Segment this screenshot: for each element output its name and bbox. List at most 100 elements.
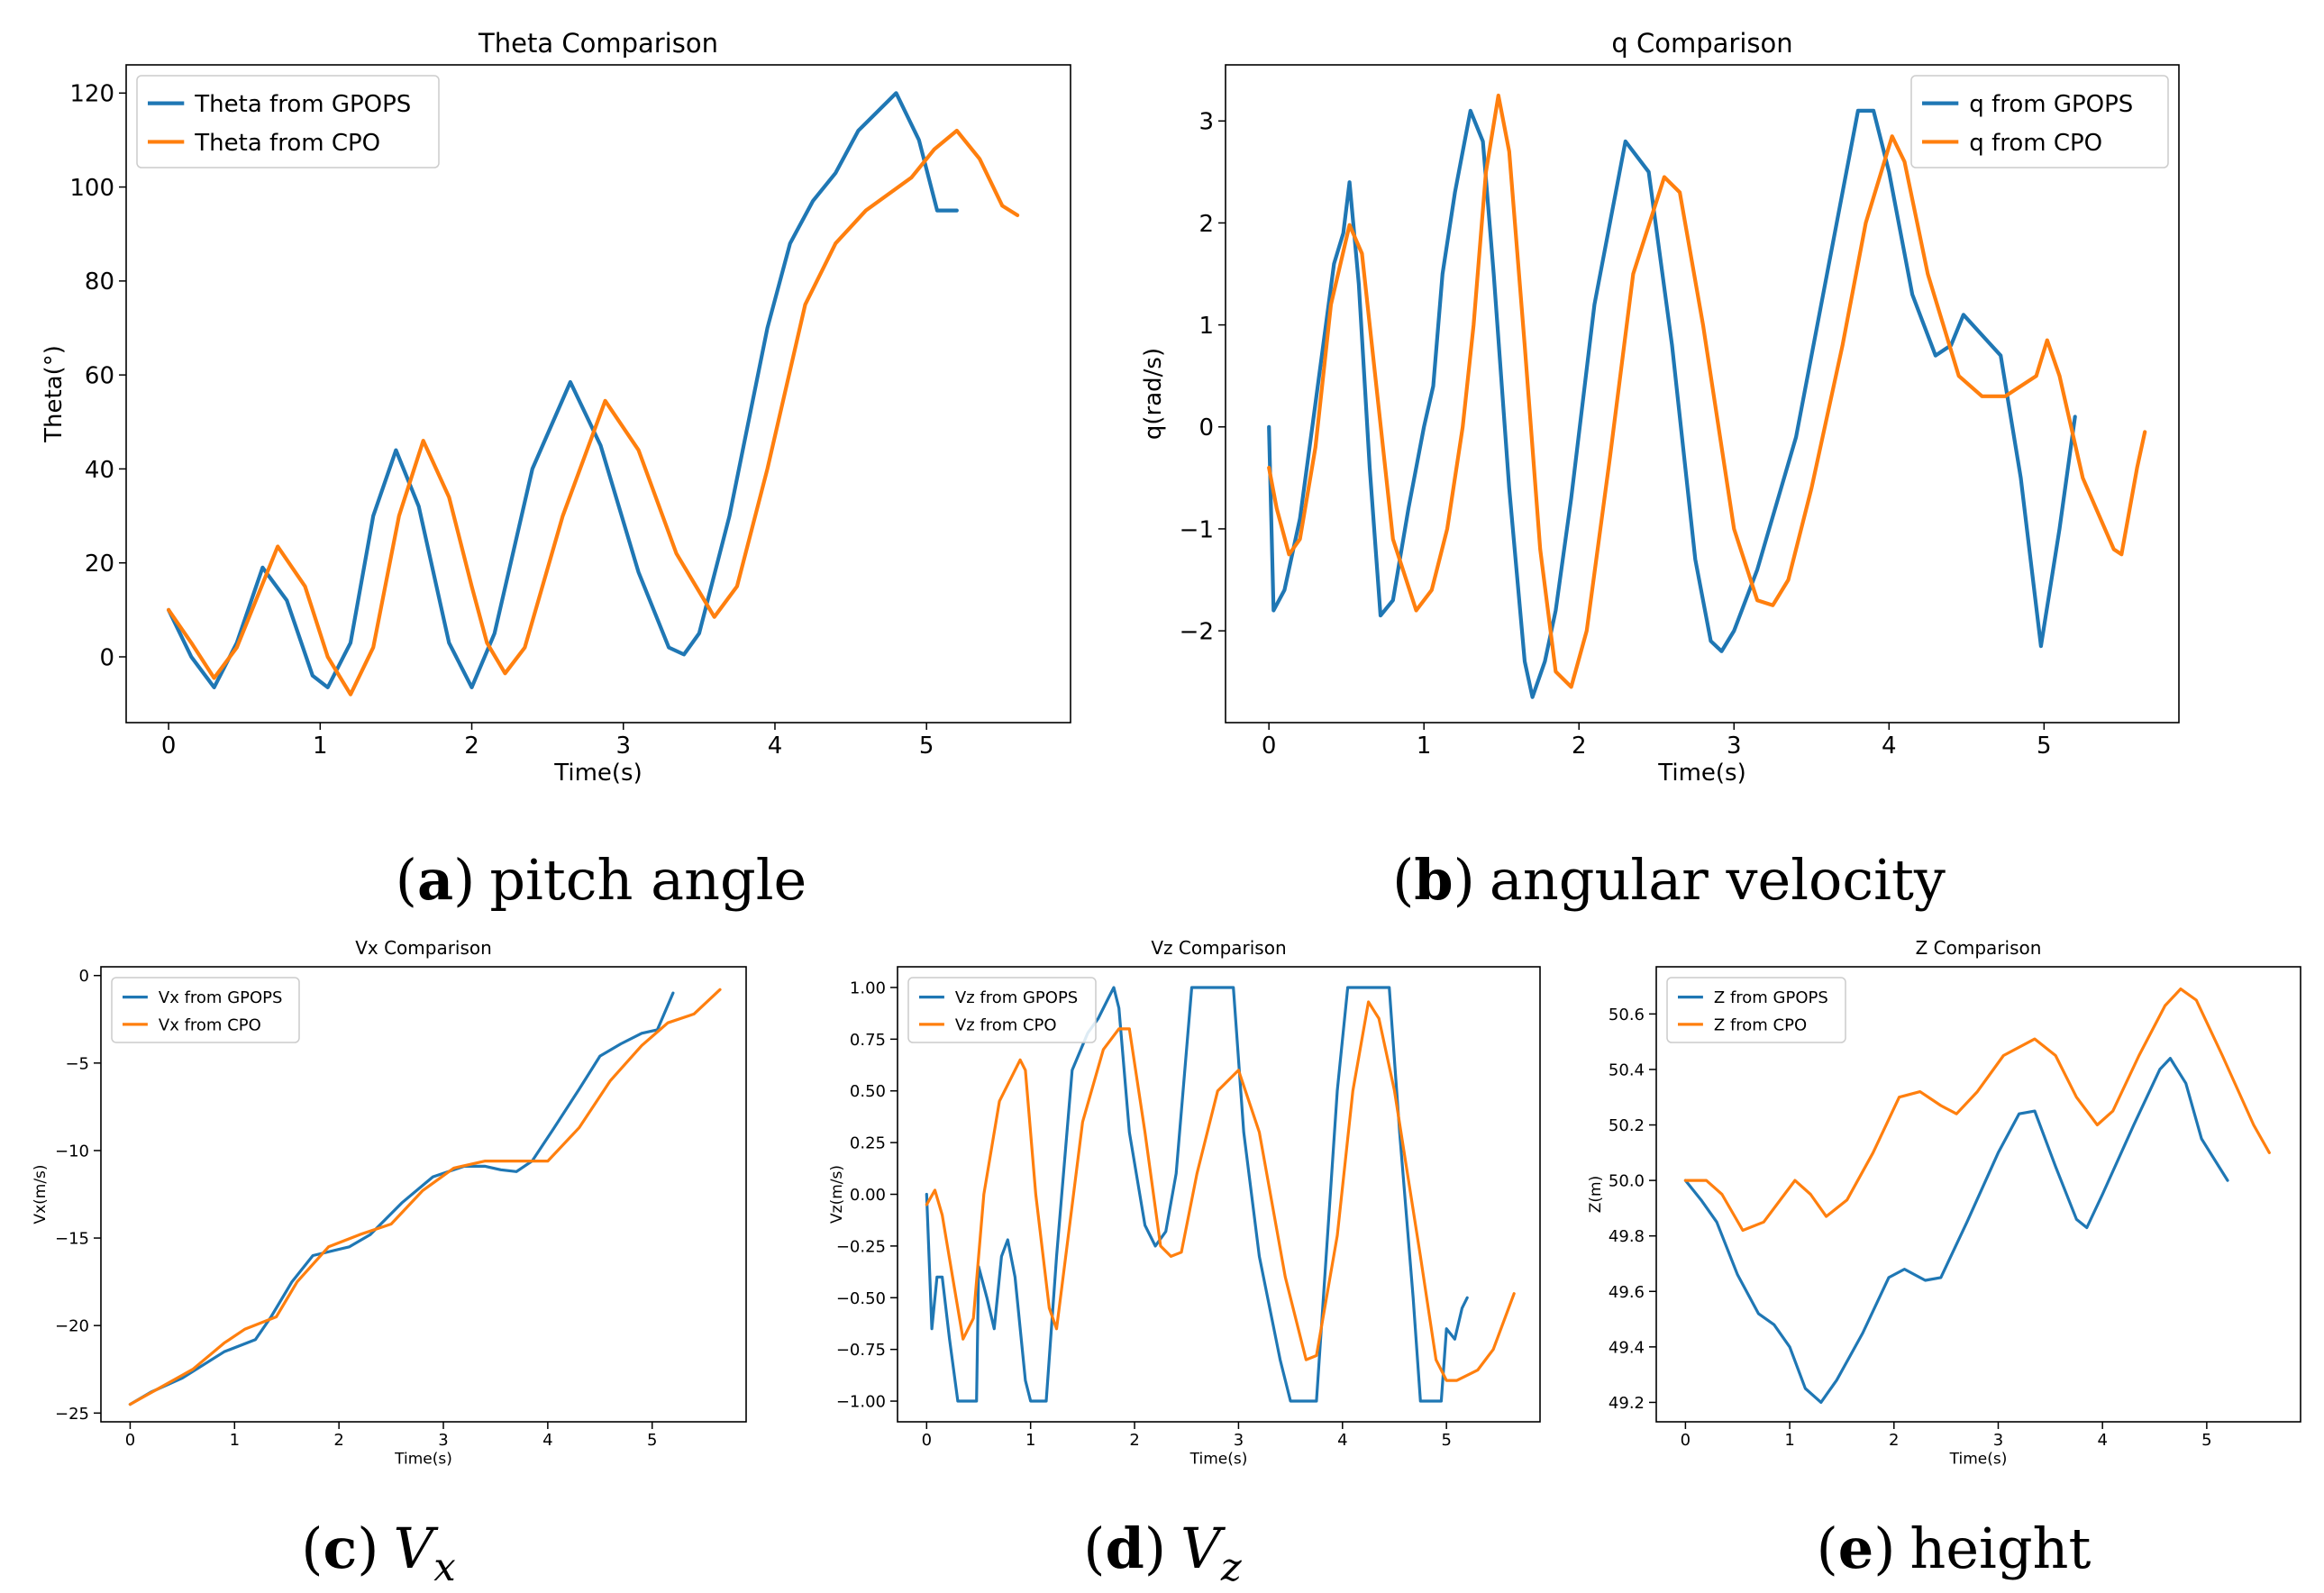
- series-line-gpops: [1683, 1057, 2229, 1404]
- chart-title: Vz Comparison: [1151, 937, 1286, 959]
- x-tick-label: 1: [1025, 1431, 1035, 1450]
- x-tick-label: 1: [1417, 733, 1432, 760]
- y-tick-label: 0: [99, 644, 114, 671]
- y-tick-label: 120: [69, 81, 114, 108]
- caption-text: angular velocity: [1490, 847, 1946, 913]
- y-tick-label: 1.00: [850, 979, 886, 997]
- legend-label-gpops: Z from GPOPS: [1714, 988, 1828, 1007]
- x-tick-label: 2: [333, 1431, 343, 1450]
- x-tick-label: 0: [922, 1431, 932, 1450]
- caption-text: V: [1180, 1516, 1226, 1581]
- series-line-gpops: [167, 91, 959, 689]
- legend: Theta from GPOPS Theta from CPO: [136, 75, 440, 168]
- x-axis-label: Time(s): [1189, 1451, 1248, 1469]
- series-line-gpops: [925, 986, 1469, 1403]
- caption-letter: a: [417, 847, 453, 913]
- x-tick-label: 4: [1882, 733, 1897, 760]
- x-axis-label: Time(s): [1657, 760, 1745, 787]
- legend-box: [111, 977, 300, 1043]
- y-tick-label: −0.75: [836, 1341, 886, 1360]
- subfigure-caption: (b) angular velocity: [1392, 847, 1946, 913]
- caption-text: pitch angle: [489, 847, 807, 913]
- plot-frame: [1655, 966, 2301, 1423]
- caption-open-paren: (: [1083, 1516, 1105, 1581]
- x-tick-label: 4: [542, 1431, 552, 1450]
- legend: Z from GPOPS Z from CPO: [1666, 977, 1846, 1043]
- legend-box: [1666, 977, 1846, 1043]
- x-tick-label: 1: [313, 733, 328, 760]
- x-tick-label: 2: [464, 733, 479, 760]
- y-axis-label: Vz(m/s): [828, 1165, 846, 1224]
- chart-panel-e: Z Comparison 0 1 2 3 4 5 49.2 49.4 49.6 49.8 50.0 50…: [1587, 937, 2301, 1581]
- legend-label-cpo: Vx from CPO: [159, 1015, 261, 1034]
- y-tick-label: −5: [65, 1054, 89, 1073]
- series-line-gpops: [128, 991, 675, 1406]
- y-tick-label: −0.50: [836, 1289, 886, 1308]
- y-tick-label: 49.2: [1609, 1394, 1645, 1413]
- y-tick-label: −10: [55, 1142, 89, 1161]
- legend-label-gpops: Theta from GPOPS: [194, 91, 411, 118]
- caption-subscript: z: [1220, 1545, 1243, 1590]
- y-tick-label: 50.0: [1609, 1172, 1645, 1191]
- y-tick-label: 49.6: [1609, 1283, 1645, 1302]
- y-tick-label: −1: [1180, 516, 1214, 543]
- series-line-cpo: [1683, 988, 2271, 1233]
- x-tick-label: 2: [1129, 1431, 1139, 1450]
- y-axis-label: Theta(°): [41, 345, 68, 443]
- x-tick-label: 5: [647, 1431, 657, 1450]
- series-line-gpops: [1267, 108, 2077, 699]
- y-tick-label: 100: [69, 175, 114, 202]
- y-tick-label: −25: [55, 1405, 89, 1424]
- legend-box: [907, 977, 1097, 1043]
- caption-close-paren: ): [1144, 1516, 1166, 1581]
- series-line-cpo: [1267, 93, 2147, 689]
- x-tick-label: 3: [1993, 1431, 2003, 1450]
- y-axis-label: q(rad/s): [1140, 348, 1167, 440]
- y-tick-label: −0.25: [836, 1237, 886, 1256]
- y-tick-label: −15: [55, 1230, 89, 1249]
- chart-title: Z Comparison: [1916, 937, 2042, 959]
- y-tick-label: 1: [1198, 313, 1214, 340]
- x-tick-label: 5: [1441, 1431, 1451, 1450]
- x-tick-label: 0: [1262, 733, 1277, 760]
- legend-box: [136, 75, 440, 168]
- y-tick-label: 0: [1198, 414, 1214, 441]
- caption-text: height: [1909, 1516, 2091, 1581]
- y-tick-label: 0.00: [850, 1186, 886, 1205]
- caption-letter: d: [1105, 1516, 1144, 1581]
- x-tick-label: 3: [1234, 1431, 1244, 1450]
- y-tick-label: 40: [85, 457, 114, 484]
- x-axis-label: Time(s): [394, 1451, 452, 1469]
- subfigure-caption: (a) pitch angle: [396, 847, 807, 913]
- x-tick-label: 5: [2201, 1431, 2211, 1450]
- y-tick-label: 50.2: [1609, 1116, 1645, 1135]
- y-tick-label: −20: [55, 1317, 89, 1336]
- legend: Vz from GPOPS Vz from CPO: [907, 977, 1097, 1043]
- caption-letter: e: [1838, 1516, 1873, 1581]
- subfigure-caption: (c) Vx: [301, 1516, 455, 1590]
- y-axis-label: Vx(m/s): [32, 1164, 50, 1224]
- series-line-cpo: [167, 128, 1020, 696]
- y-tick-label: 50.6: [1609, 1006, 1645, 1024]
- legend: q from GPOPS q from CPO: [1910, 75, 2169, 168]
- series-line-cpo: [128, 988, 722, 1406]
- x-tick-label: 2: [1889, 1431, 1899, 1450]
- y-tick-label: 0: [79, 967, 89, 986]
- chart-panel-c: Vx Comparison 0 1 2 3 4 5 −25 −20 −15 −10 −5 0 Time(s…: [32, 937, 747, 1590]
- y-axis-label: Z(m): [1587, 1176, 1605, 1213]
- x-axis-label: Time(s): [1949, 1451, 2008, 1469]
- x-tick-label: 3: [1727, 733, 1742, 760]
- chart-title: Vx Comparison: [355, 937, 492, 959]
- y-tick-label: 0.50: [850, 1082, 886, 1101]
- y-tick-label: 2: [1198, 211, 1214, 238]
- caption-open-paren: (: [396, 847, 417, 913]
- chart-title: q Comparison: [1611, 28, 1792, 59]
- x-tick-label: 0: [1681, 1431, 1691, 1450]
- y-tick-label: −2: [1180, 618, 1214, 645]
- legend-label-gpops: Vz from GPOPS: [955, 988, 1078, 1007]
- legend-label-cpo: Vz from CPO: [955, 1015, 1057, 1034]
- legend-box: [1910, 75, 2169, 168]
- plot-frame: [1225, 64, 2180, 724]
- x-tick-label: 4: [2097, 1431, 2107, 1450]
